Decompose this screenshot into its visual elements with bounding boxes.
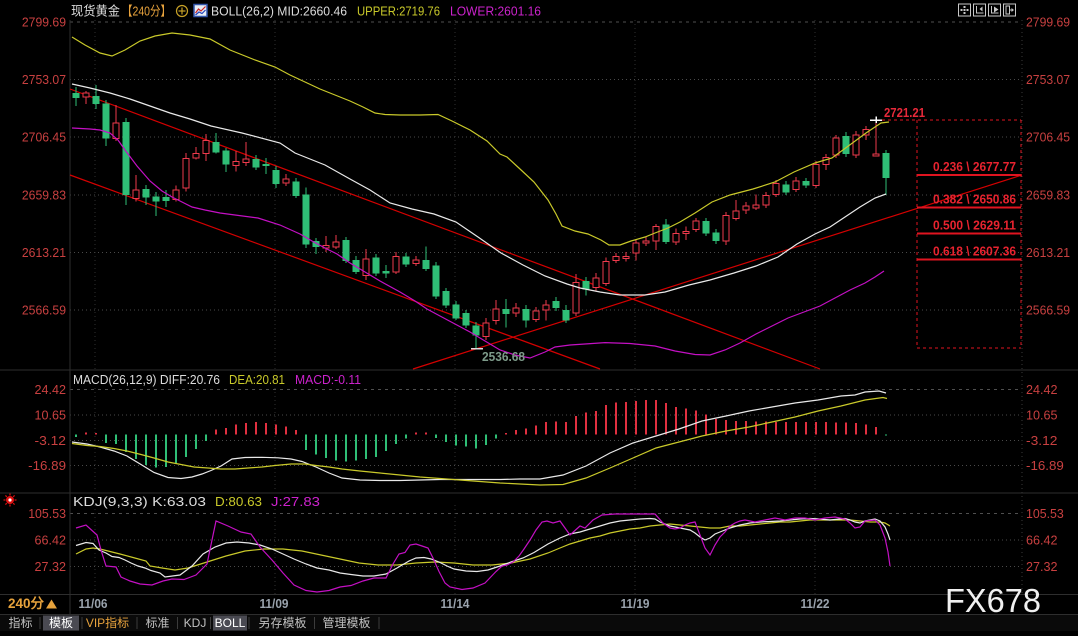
svg-text:0.500 \ 2629.11: 0.500 \ 2629.11 [933, 219, 1016, 233]
svg-text:27.32: 27.32 [1026, 560, 1058, 574]
svg-text:MACD(26,12,9) DIFF:20.76: MACD(26,12,9) DIFF:20.76 [73, 372, 220, 387]
svg-text:标准: 标准 [145, 616, 169, 630]
svg-text:MACD:-0.11: MACD:-0.11 [295, 372, 361, 387]
svg-text:105.53: 105.53 [28, 507, 66, 521]
svg-text:66.42: 66.42 [1026, 534, 1058, 548]
svg-text:0.236 \ 2677.77: 0.236 \ 2677.77 [933, 160, 1016, 174]
svg-text:27.32: 27.32 [35, 560, 67, 574]
svg-text:DEA:20.81: DEA:20.81 [229, 372, 285, 387]
svg-text:D:80.63: D:80.63 [215, 494, 262, 509]
svg-text:VIP指标: VIP指标 [86, 615, 129, 630]
svg-text:0.618 \ 2607.36: 0.618 \ 2607.36 [933, 245, 1016, 259]
svg-text:-16.89: -16.89 [28, 459, 66, 473]
svg-text:KDJ(9,3,3) K:63.03: KDJ(9,3,3) K:63.03 [73, 494, 206, 509]
svg-text:2753.07: 2753.07 [1026, 73, 1070, 87]
svg-text:FX678: FX678 [945, 582, 1041, 619]
svg-text:11/22: 11/22 [801, 597, 830, 611]
svg-text:2706.45: 2706.45 [1026, 131, 1070, 145]
svg-text:2706.45: 2706.45 [22, 131, 66, 145]
svg-text:KDJ: KDJ [184, 616, 207, 630]
svg-text:105.53: 105.53 [1026, 507, 1064, 521]
svg-text:66.42: 66.42 [35, 534, 67, 548]
svg-text:LOWER:2601.16: LOWER:2601.16 [450, 4, 541, 19]
svg-text:240分: 240分 [8, 596, 45, 611]
svg-text:24.42: 24.42 [35, 383, 67, 397]
svg-text:2613.21: 2613.21 [1026, 246, 1070, 260]
svg-text:2566.59: 2566.59 [22, 304, 66, 318]
svg-text:11/19: 11/19 [621, 597, 650, 611]
svg-text:2799.69: 2799.69 [1026, 16, 1070, 30]
svg-text:另存模板: 另存模板 [258, 616, 306, 630]
svg-text:11/09: 11/09 [260, 597, 289, 611]
svg-text:2659.83: 2659.83 [22, 189, 66, 203]
svg-text:11/06: 11/06 [79, 597, 108, 611]
svg-text:BOLL(26,2) MID:2660.46: BOLL(26,2) MID:2660.46 [211, 4, 347, 19]
svg-text:10.65: 10.65 [35, 408, 67, 422]
svg-text:10.65: 10.65 [1026, 408, 1058, 422]
svg-text:-3.12: -3.12 [1026, 434, 1058, 448]
svg-text:11/14: 11/14 [441, 597, 470, 611]
svg-text:-16.89: -16.89 [1026, 459, 1064, 473]
svg-text:指标: 指标 [8, 615, 32, 630]
svg-text:0.382 \ 2650.86: 0.382 \ 2650.86 [933, 193, 1016, 207]
svg-text:【240分】: 【240分】 [122, 4, 171, 19]
svg-text:-3.12: -3.12 [35, 434, 67, 448]
svg-text:2799.69: 2799.69 [22, 16, 66, 30]
svg-text:2721.21: 2721.21 [884, 106, 925, 120]
svg-text:24.42: 24.42 [1026, 383, 1058, 397]
svg-text:2659.83: 2659.83 [1026, 189, 1070, 203]
svg-text:J:27.83: J:27.83 [271, 494, 320, 509]
svg-text:管理模板: 管理模板 [322, 615, 370, 630]
svg-text:2566.59: 2566.59 [1026, 304, 1070, 318]
svg-text:2536.68: 2536.68 [482, 350, 525, 364]
svg-text:2753.07: 2753.07 [22, 73, 66, 87]
svg-text:模板: 模板 [49, 616, 73, 630]
svg-text:2613.21: 2613.21 [22, 246, 66, 260]
svg-text:BOLL: BOLL [215, 616, 246, 630]
svg-text:现货黄金: 现货黄金 [71, 4, 120, 19]
svg-text:UPPER:2719.76: UPPER:2719.76 [357, 4, 440, 19]
